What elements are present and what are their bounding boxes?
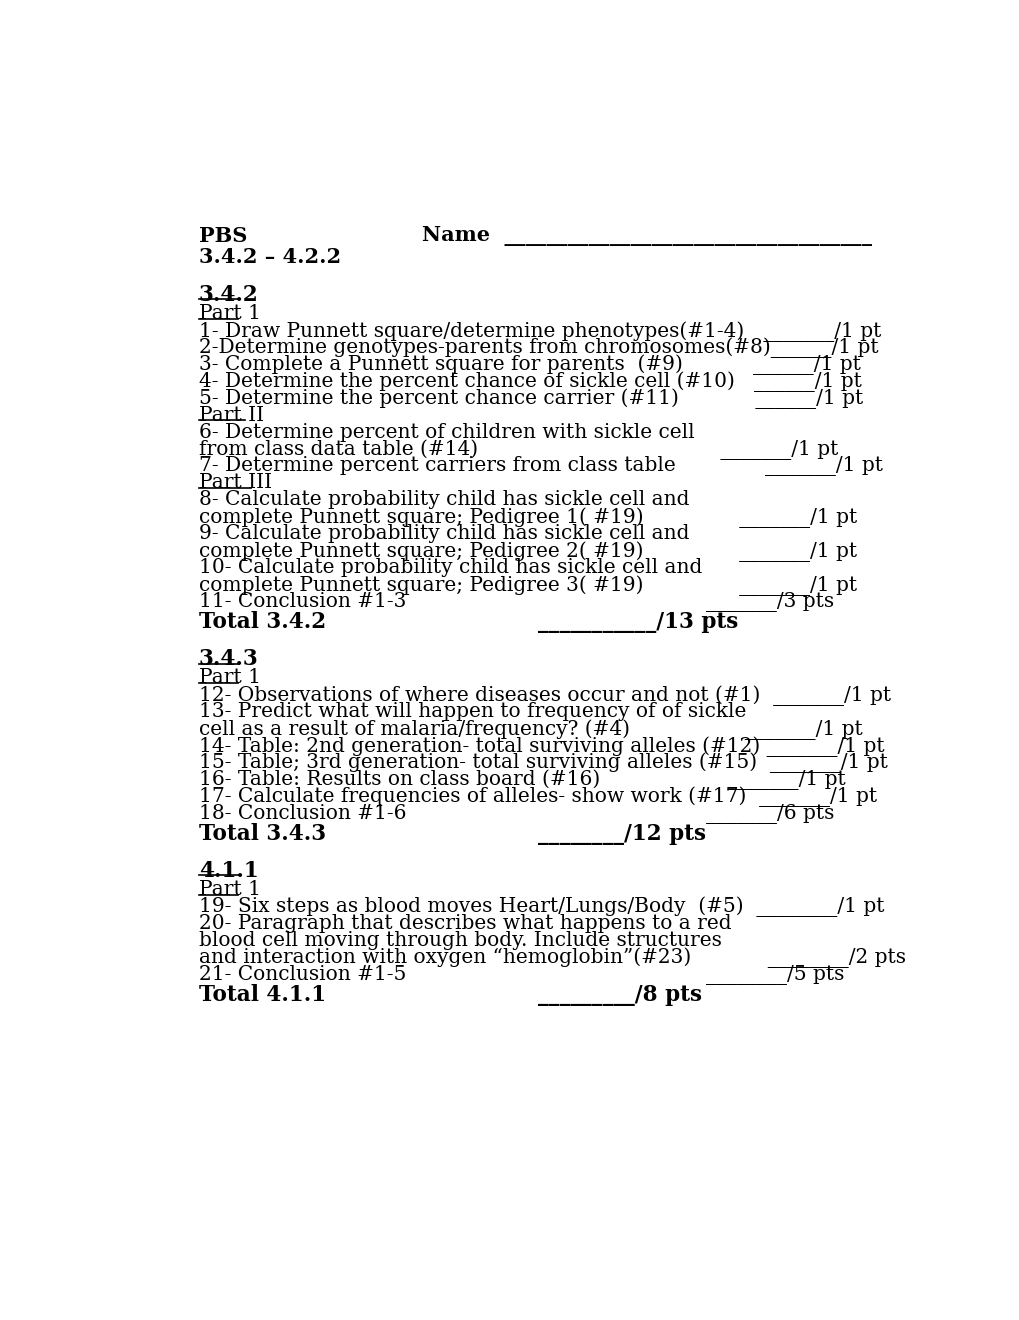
Text: ___________/13 pts: ___________/13 pts xyxy=(538,611,738,634)
Text: Part 1: Part 1 xyxy=(199,880,261,899)
Text: Part III: Part III xyxy=(199,474,272,492)
Text: 15- Table; 3rd generation- total surviving alleles (#15)  _______/1 pt: 15- Table; 3rd generation- total survivi… xyxy=(199,752,887,774)
Text: 1- Draw Punnett square/determine phenotypes(#1-4)   _______/1 pt: 1- Draw Punnett square/determine phenoty… xyxy=(199,321,880,342)
Text: 5- Determine the percent chance carrier (#11)            ______/1 pt: 5- Determine the percent chance carrier … xyxy=(199,388,862,409)
Text: cell as a result of malaria/frequency? (#4)                  _______/1 pt: cell as a result of malaria/frequency? (… xyxy=(199,719,862,739)
Text: 19- Six steps as blood moves Heart/Lungs/Body  (#5)  ________/1 pt: 19- Six steps as blood moves Heart/Lungs… xyxy=(199,896,883,917)
Text: 13- Predict what will happen to frequency of of sickle: 13- Predict what will happen to frequenc… xyxy=(199,702,746,721)
Text: complete Punnett square; Pedigree 3( #19)               _______/1 pt: complete Punnett square; Pedigree 3( #19… xyxy=(199,576,856,595)
Text: 14- Table: 2nd generation- total surviving alleles (#12) _______/1 pt: 14- Table: 2nd generation- total survivi… xyxy=(199,737,883,756)
Text: 17- Calculate frequencies of alleles- show work (#17)  _______/1 pt: 17- Calculate frequencies of alleles- sh… xyxy=(199,787,876,808)
Text: 3.4.2 – 4.2.2: 3.4.2 – 4.2.2 xyxy=(199,247,340,267)
Text: PBS: PBS xyxy=(199,226,247,246)
Text: _________/8 pts: _________/8 pts xyxy=(538,983,701,1006)
Text: 6- Determine percent of children with sickle cell: 6- Determine percent of children with si… xyxy=(199,422,694,441)
Text: from class data table (#14)                                      _______/1 pt: from class data table (#14) _______/1 pt xyxy=(199,440,838,461)
Text: Part 1: Part 1 xyxy=(199,304,261,323)
Text: 12- Observations of where diseases occur and not (#1)  _______/1 pt: 12- Observations of where diseases occur… xyxy=(199,685,890,706)
Text: 16- Table: Results on class board (#16)                    _______/1 pt: 16- Table: Results on class board (#16) … xyxy=(199,770,845,791)
Text: 3.4.3: 3.4.3 xyxy=(199,648,258,671)
Text: complete Punnett square; Pedigree 1( #19)               _______/1 pt: complete Punnett square; Pedigree 1( #19… xyxy=(199,507,856,528)
Text: 7- Determine percent carriers from class table              _______/1 pt: 7- Determine percent carriers from class… xyxy=(199,457,881,477)
Text: 4- Determine the percent chance of sickle cell (#10)   ______/1 pt: 4- Determine the percent chance of sickl… xyxy=(199,372,861,392)
Text: 8- Calculate probability child has sickle cell and: 8- Calculate probability child has sickl… xyxy=(199,490,689,510)
Text: Part II: Part II xyxy=(199,405,264,425)
Text: 3.4.2: 3.4.2 xyxy=(199,284,258,306)
Text: Part 1: Part 1 xyxy=(199,668,261,688)
Text: and interaction with oxygen “hemoglobin”(#23)            ________/2 pts: and interaction with oxygen “hemoglobin”… xyxy=(199,948,905,969)
Text: blood cell moving through body. Include structures: blood cell moving through body. Include … xyxy=(199,931,721,949)
Text: ________/12 pts: ________/12 pts xyxy=(538,822,705,845)
Text: 4.1.1: 4.1.1 xyxy=(199,859,258,882)
Text: Total 4.1.1: Total 4.1.1 xyxy=(199,983,326,1006)
Text: complete Punnett square; Pedigree 2( #19)               _______/1 pt: complete Punnett square; Pedigree 2( #19… xyxy=(199,541,856,562)
Text: 10- Calculate probability child has sickle cell and: 10- Calculate probability child has sick… xyxy=(199,558,701,577)
Text: 20- Paragraph that describes what happens to a red: 20- Paragraph that describes what happen… xyxy=(199,913,731,933)
Text: Total 3.4.3: Total 3.4.3 xyxy=(199,822,326,845)
Text: 3- Complete a Punnett square for parents  (#9)           ______/1 pt: 3- Complete a Punnett square for parents… xyxy=(199,355,860,375)
Text: 9- Calculate probability child has sickle cell and: 9- Calculate probability child has sickl… xyxy=(199,524,689,543)
Text: 2-Determine genotypes-parents from chromosomes(#8)______/1 pt: 2-Determine genotypes-parents from chrom… xyxy=(199,338,877,359)
Text: 21- Conclusion #1-5                                               ________/5 pts: 21- Conclusion #1-5 ________/5 pts xyxy=(199,965,844,985)
Text: Total 3.4.2: Total 3.4.2 xyxy=(199,611,326,634)
Text: 11- Conclusion #1-3                                               _______/3 pts: 11- Conclusion #1-3 _______/3 pts xyxy=(199,591,834,612)
Text: Name  ___________________________________: Name ___________________________________ xyxy=(422,226,871,246)
Text: 18- Conclusion #1-6                                               _______/6 pts: 18- Conclusion #1-6 _______/6 pts xyxy=(199,804,834,824)
